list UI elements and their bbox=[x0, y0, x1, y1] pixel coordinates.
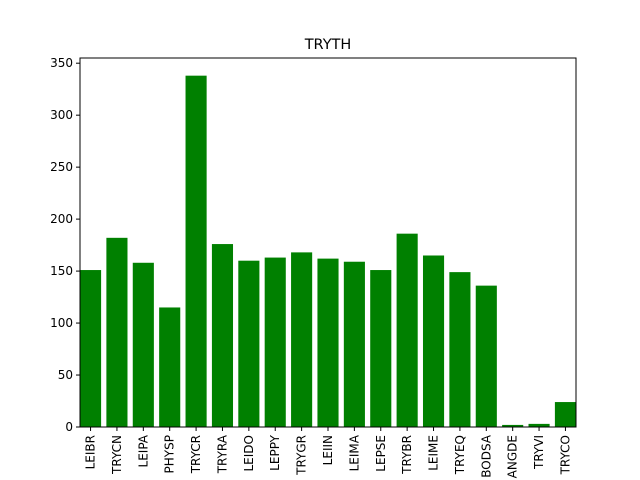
x-tick-label: TRYVI bbox=[532, 435, 546, 470]
x-tick-label: ANGDE bbox=[506, 435, 520, 478]
bar-leipa bbox=[132, 262, 154, 427]
bar-leido bbox=[238, 260, 260, 427]
x-tick-label: TRYCO bbox=[558, 435, 572, 475]
bar-leime bbox=[422, 255, 445, 427]
y-tick-label: 250 bbox=[50, 160, 73, 174]
x-tick-label: TRYGR bbox=[295, 435, 309, 476]
bar-tryeq bbox=[449, 272, 471, 427]
x-tick-label: LEIDO bbox=[242, 435, 256, 472]
bar-leima bbox=[343, 261, 365, 427]
y-tick-label: 100 bbox=[50, 316, 73, 330]
bar-bodsa bbox=[475, 285, 497, 427]
x-tick-label: PHYSP bbox=[163, 435, 177, 473]
bar-tryco bbox=[554, 402, 576, 427]
plot-frame bbox=[79, 57, 577, 428]
bar-trygr bbox=[291, 252, 313, 427]
x-tick-label: TRYCR bbox=[189, 435, 203, 474]
x-tick-label: LEIMA bbox=[347, 434, 361, 471]
x-tick-label: TRYEQ bbox=[453, 435, 467, 475]
x-tick-label: LEIBR bbox=[84, 435, 98, 469]
x-tick-label: LEIIN bbox=[321, 435, 335, 465]
x-tick-label: LEPSE bbox=[374, 435, 388, 472]
bar-leppy bbox=[264, 257, 286, 427]
y-tick-label: 300 bbox=[50, 108, 73, 122]
y-tick-label: 0 bbox=[65, 420, 73, 434]
x-tick-label: TRYBR bbox=[400, 435, 414, 475]
x-tick-label: TRYRA bbox=[215, 434, 229, 474]
y-tick-label: 200 bbox=[50, 212, 73, 226]
bar-tryra bbox=[211, 244, 234, 427]
bar-trycn bbox=[106, 237, 128, 427]
y-tick-label: 50 bbox=[58, 368, 73, 382]
bar-tryvi bbox=[528, 423, 550, 427]
y-axis: 0 50 100 150 200 250 300 350 bbox=[50, 56, 80, 434]
y-tick-label: 150 bbox=[50, 264, 73, 278]
chart-title: TRYTH bbox=[304, 37, 352, 53]
x-tick-label: LEPPY bbox=[268, 434, 282, 470]
bar-physp bbox=[159, 307, 181, 427]
x-tick-label: LEIPA bbox=[136, 434, 150, 467]
bar-trybr bbox=[396, 233, 418, 427]
bar-angde bbox=[502, 424, 524, 427]
y-tick-label: 350 bbox=[50, 56, 73, 70]
x-axis: LEIBR TRYCN LEIPA PHYSP TRYCR TRYRA LEIDO LEPPY… bbox=[84, 427, 572, 478]
bars-group bbox=[80, 75, 576, 428]
bar-leiin bbox=[317, 258, 339, 427]
x-tick-label: BODSA bbox=[479, 434, 493, 478]
bar-leibr bbox=[80, 270, 102, 427]
bar-lepse bbox=[370, 270, 392, 427]
bar-trycr bbox=[185, 75, 207, 428]
x-tick-label: LEIME bbox=[427, 435, 441, 471]
x-tick-label: TRYCN bbox=[110, 435, 124, 475]
